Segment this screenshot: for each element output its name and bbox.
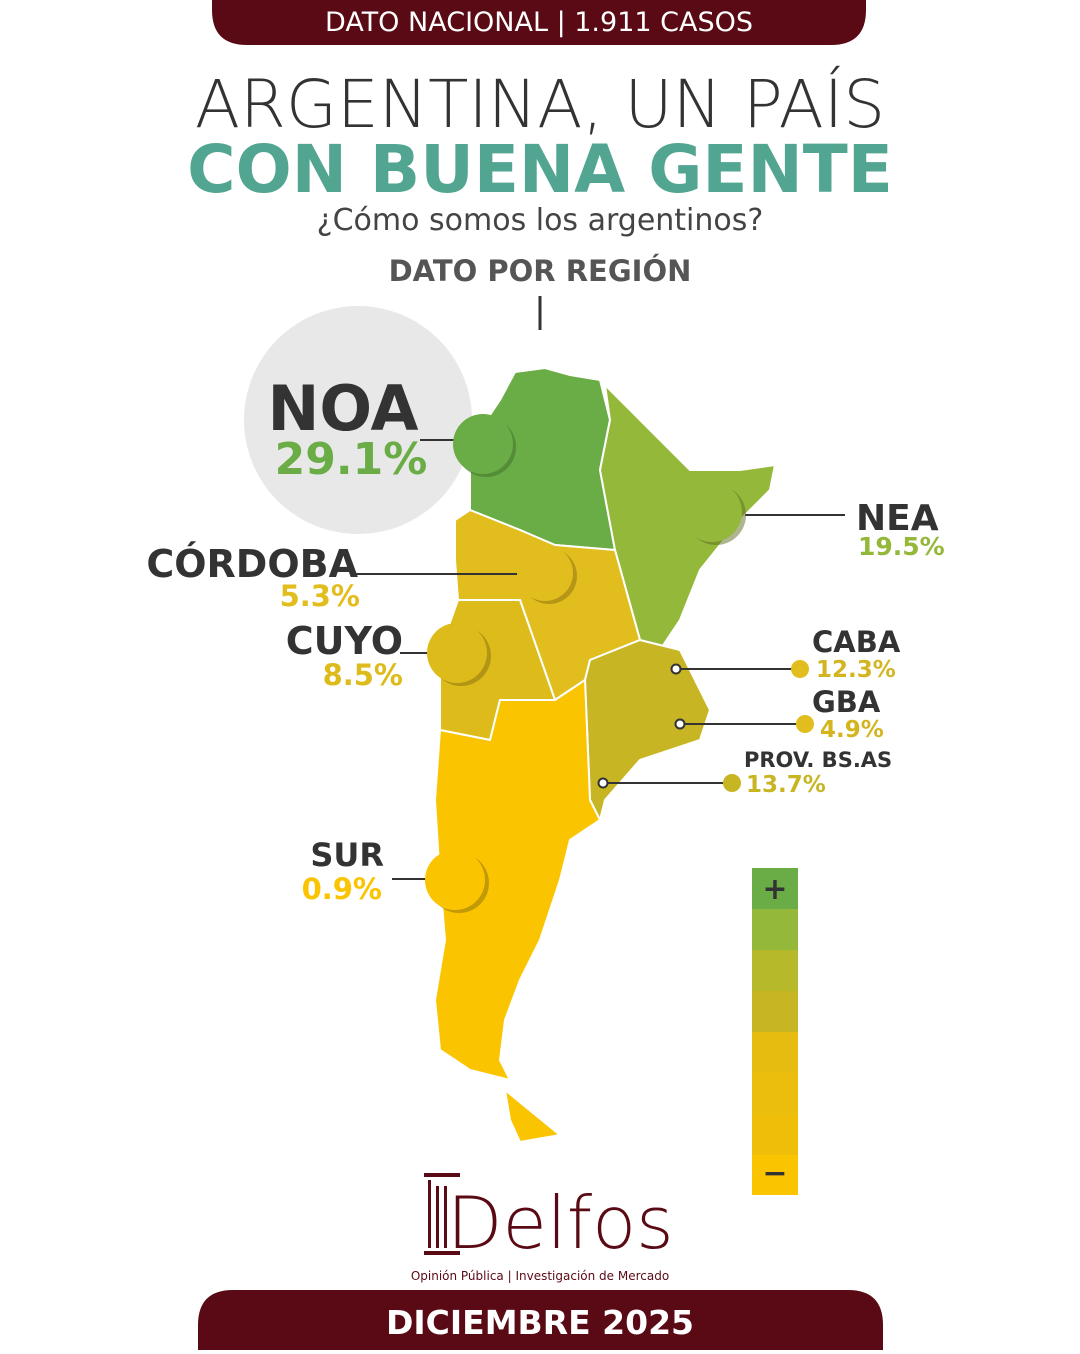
logo-mark xyxy=(424,1173,460,1255)
footer-date: DICIEMBRE 2025 xyxy=(386,1303,694,1342)
region-value: 29.1% xyxy=(275,434,428,485)
region-name: CÓRDOBA xyxy=(146,542,358,586)
region-value: 0.9% xyxy=(302,872,382,906)
scale-bottom: − xyxy=(762,1156,787,1191)
tagline: Opinión Pública | Investigación de Merca… xyxy=(411,1269,669,1283)
header-banner xyxy=(212,0,866,45)
region-name: PROV. BS.AS xyxy=(744,748,892,772)
region-name: SUR xyxy=(310,836,384,874)
region-value: 4.9% xyxy=(820,717,884,743)
region-buenos-aires xyxy=(584,639,711,821)
region-value: 5.3% xyxy=(280,579,360,613)
map xyxy=(434,367,776,1143)
header-tag: DATO NACIONAL | 1.911 CASOS xyxy=(325,7,753,38)
region-value: 13.7% xyxy=(746,772,826,798)
footer-banner xyxy=(198,1290,883,1350)
section-title: DATO POR REGIÓN xyxy=(389,254,692,288)
region-sur xyxy=(434,679,601,1081)
region-name: NEA xyxy=(856,498,939,539)
region-name: NOA xyxy=(268,372,419,445)
region-name: GBA xyxy=(812,685,881,719)
title-line1: ARGENTINA, UN PAÍS xyxy=(195,65,885,143)
region-markers xyxy=(425,414,814,913)
highlight-circle xyxy=(244,306,472,534)
brand: Delfos xyxy=(447,1181,674,1265)
region-value: 12.3% xyxy=(816,657,896,683)
subtitle: ¿Cómo somos los argentinos? xyxy=(317,203,764,238)
region-value: 8.5% xyxy=(323,658,403,692)
color-scale xyxy=(752,868,798,1195)
region-name: CABA xyxy=(812,625,901,659)
region-value: 19.5% xyxy=(858,532,945,561)
region-name: CUYO xyxy=(286,619,403,663)
leaders xyxy=(355,439,845,880)
title-line2: CON BUENA GENTE xyxy=(187,131,893,208)
region-tierra-del-fuego xyxy=(504,1089,561,1143)
scale-top: + xyxy=(762,872,787,907)
